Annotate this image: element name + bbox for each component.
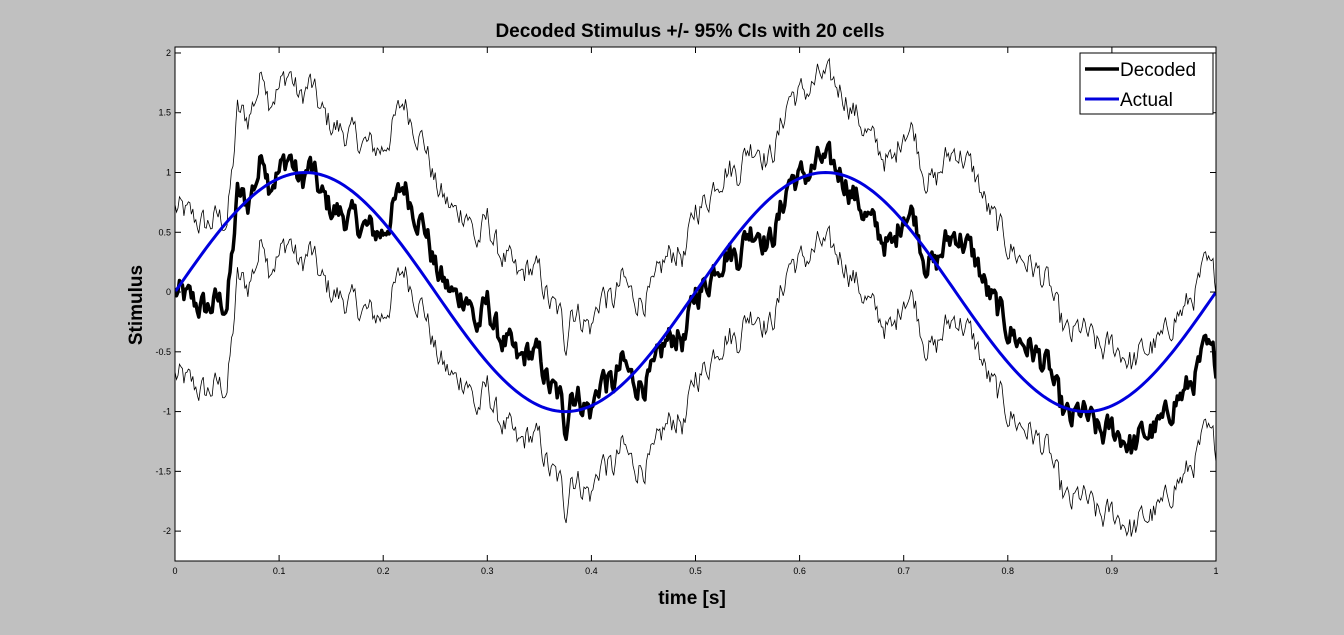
y-tick-label: -1 bbox=[163, 407, 171, 417]
x-tick-label: 0.8 bbox=[1002, 566, 1015, 576]
y-tick-label: -0.5 bbox=[155, 347, 171, 357]
chart-title: Decoded Stimulus +/- 95% CIs with 20 cel… bbox=[495, 21, 884, 42]
y-tick-label: 2 bbox=[166, 48, 171, 58]
x-tick-label: 0.1 bbox=[273, 566, 286, 576]
y-axis-title: Stimulus bbox=[126, 265, 147, 345]
x-tick-label: 0.7 bbox=[897, 566, 910, 576]
x-tick-label: 0.6 bbox=[793, 566, 806, 576]
upper-ci-line bbox=[175, 57, 1216, 370]
decoded-line bbox=[175, 140, 1216, 455]
x-axis-title: time [s] bbox=[658, 588, 726, 609]
lower-ci-line bbox=[175, 224, 1216, 537]
y-tick-label: -2 bbox=[163, 526, 171, 536]
x-tick-label: 0 bbox=[172, 566, 177, 576]
y-tick-label: 1.5 bbox=[158, 108, 171, 118]
y-tick-label: 1 bbox=[166, 168, 171, 178]
y-tick-label: 0 bbox=[166, 287, 171, 297]
ci-layer bbox=[175, 57, 1216, 537]
legend-label-decoded: Decoded bbox=[1120, 60, 1196, 81]
legend-box bbox=[1079, 52, 1214, 115]
legend: Decoded Actual bbox=[1079, 52, 1214, 115]
x-axis-ticks: 0 0.1 0.2 0.3 0.4 0.5 0.6 0.7 0.8 0.9 1 bbox=[172, 47, 1219, 576]
x-tick-label: 0.3 bbox=[481, 566, 494, 576]
x-tick-label: 0.2 bbox=[377, 566, 390, 576]
series-layer bbox=[175, 140, 1216, 455]
x-tick-label: 0.5 bbox=[689, 566, 702, 576]
y-tick-label: -1.5 bbox=[155, 466, 171, 476]
y-tick-label: 0.5 bbox=[158, 227, 171, 237]
x-tick-label: 0.9 bbox=[1106, 566, 1119, 576]
legend-label-actual: Actual bbox=[1120, 90, 1173, 111]
x-tick-label: 1 bbox=[1213, 566, 1218, 576]
y-axis-ticks: -2 -1.5 -1 -0.5 0 0.5 1 1.5 2 bbox=[155, 48, 1216, 536]
actual-line bbox=[175, 171, 1216, 414]
x-tick-label: 0.4 bbox=[585, 566, 598, 576]
